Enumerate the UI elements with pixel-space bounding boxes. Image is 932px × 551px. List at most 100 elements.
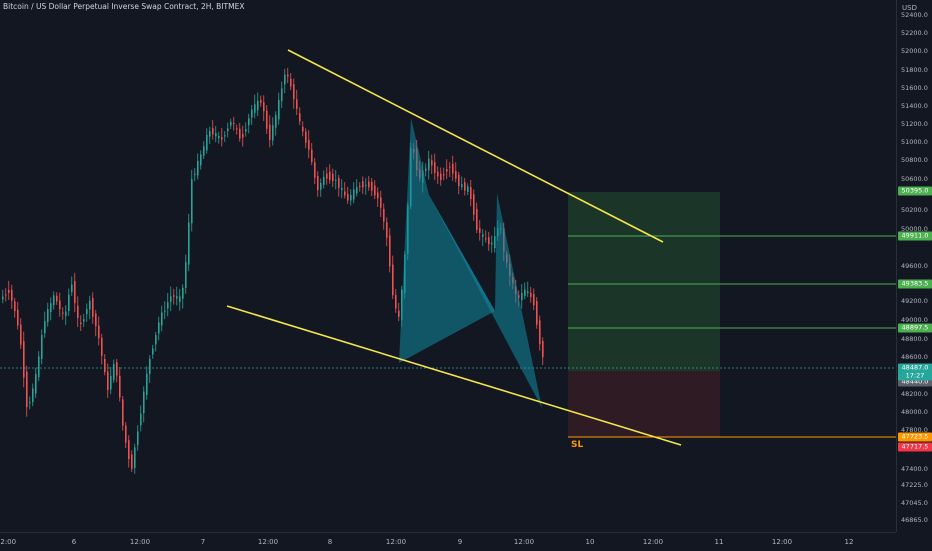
bear-candle	[542, 340, 544, 358]
time-tick-label: 12:00	[513, 538, 535, 546]
bear-candle	[95, 313, 97, 327]
bull-candle	[257, 101, 259, 111]
bear-candle	[293, 84, 295, 100]
bull-candle	[218, 136, 220, 139]
price-axis[interactable]: 52400.0 52200.0 52000.0 51800.0 51600.0 51400…	[896, 0, 932, 532]
bear-candle	[386, 222, 388, 238]
stop-loss-badge: 47723.5	[898, 432, 932, 442]
price-tick-label: 52400.0	[901, 11, 928, 19]
bear-candle	[347, 194, 349, 201]
bull-candle	[272, 125, 274, 141]
bull-candle	[185, 262, 187, 288]
bull-candle	[155, 335, 157, 345]
bear-candle	[296, 99, 298, 109]
bull-candle	[194, 173, 196, 175]
price-chart[interactable]	[0, 0, 896, 532]
profit-zone	[568, 192, 720, 371]
time-tick-label: 10	[585, 538, 595, 546]
price-tick-label: 51400.0	[901, 102, 928, 110]
bull-candle	[2, 296, 4, 300]
bear-candle	[380, 197, 382, 208]
bear-candle	[473, 194, 475, 215]
bear-candle	[488, 237, 490, 245]
price-tick-label: 49200.0	[901, 297, 928, 305]
bull-candle	[353, 189, 355, 200]
bull-candle	[527, 291, 529, 294]
bear-candle	[107, 371, 109, 391]
time-tick-label: 11	[714, 538, 724, 546]
bear-candle	[437, 171, 439, 177]
bull-candle	[158, 322, 160, 334]
stop-loss-2-badge: 47717.5	[898, 442, 932, 452]
price-tick-label: 51600.0	[901, 84, 928, 92]
bear-candle	[359, 185, 361, 187]
bull-candle	[209, 131, 211, 137]
bull-candle	[230, 121, 232, 126]
bear-candle	[344, 191, 346, 196]
bear-candle	[23, 341, 25, 378]
lower-trendline	[226, 305, 682, 446]
bear-candle	[464, 182, 466, 191]
currency-label: USD	[902, 4, 917, 12]
bull-candle	[146, 373, 148, 395]
bull-candle	[281, 88, 283, 102]
bear-candle	[371, 182, 373, 191]
bull-candle	[224, 135, 226, 137]
bull-candle	[341, 188, 343, 190]
bear-candle	[383, 208, 385, 222]
bear-candle	[125, 425, 127, 443]
bull-candle	[335, 179, 337, 181]
bull-candle	[161, 312, 163, 326]
time-tick-label: 12:00	[385, 538, 407, 546]
bull-candle	[245, 129, 247, 132]
bull-candle	[188, 222, 190, 265]
bear-candle	[431, 160, 433, 166]
bear-candle	[173, 295, 175, 297]
bear-candle	[308, 139, 310, 150]
bear-candle	[362, 181, 364, 188]
bear-candle	[116, 362, 118, 376]
bear-candle	[26, 371, 28, 408]
bear-candle	[536, 301, 538, 325]
bear-candle	[77, 305, 79, 319]
bull-candle	[491, 242, 493, 245]
time-axis[interactable]: 12:00 6 12:00 7 12:00 8 12:00 9 12:00 10 12:00 11 12…	[0, 532, 896, 551]
target-2-badge: 49383.5	[898, 279, 932, 289]
price-tick-label: 51000.0	[901, 138, 928, 146]
bear-candle	[476, 209, 478, 230]
bull-candle	[35, 373, 37, 394]
time-tick-label: 6	[71, 538, 77, 546]
bear-candle	[317, 175, 319, 191]
bear-candle	[242, 133, 244, 138]
bull-candle	[521, 292, 523, 301]
bear-candle	[485, 238, 487, 240]
bear-candle	[305, 131, 307, 143]
bull-candle	[152, 348, 154, 355]
bear-candle	[518, 295, 520, 298]
bull-candle	[182, 287, 184, 299]
bull-candle	[323, 176, 325, 185]
bull-candle	[203, 146, 205, 156]
bull-candle	[248, 118, 250, 126]
bear-candle	[11, 289, 13, 301]
price-tick-label: 47800.0	[901, 426, 928, 434]
bear-candle	[302, 126, 304, 132]
bear-candle	[395, 294, 397, 309]
bear-candle	[269, 124, 271, 141]
bear-candle	[92, 297, 94, 317]
bull-candle	[320, 183, 322, 190]
bear-candle	[263, 102, 265, 112]
price-tick-label: 46865.0	[901, 516, 928, 524]
price-tick-label: 47045.0	[901, 499, 928, 507]
chart-area[interactable]: Bitcoin / US Dollar Perpetual Inverse Sw…	[0, 0, 896, 532]
price-tick-label: 48200.0	[901, 390, 928, 398]
target-1-badge: 49911.0	[898, 231, 932, 241]
price-tick-label: 49000.0	[901, 316, 928, 324]
bear-candle	[122, 399, 124, 426]
bull-candle	[482, 234, 484, 237]
symbol-title[interactable]: Bitcoin / US Dollar Perpetual Inverse Sw…	[3, 2, 245, 11]
bull-candle	[176, 296, 178, 299]
bull-candle	[143, 391, 145, 414]
price-tick-label: 47225.0	[901, 481, 928, 489]
bear-candle	[17, 309, 19, 326]
